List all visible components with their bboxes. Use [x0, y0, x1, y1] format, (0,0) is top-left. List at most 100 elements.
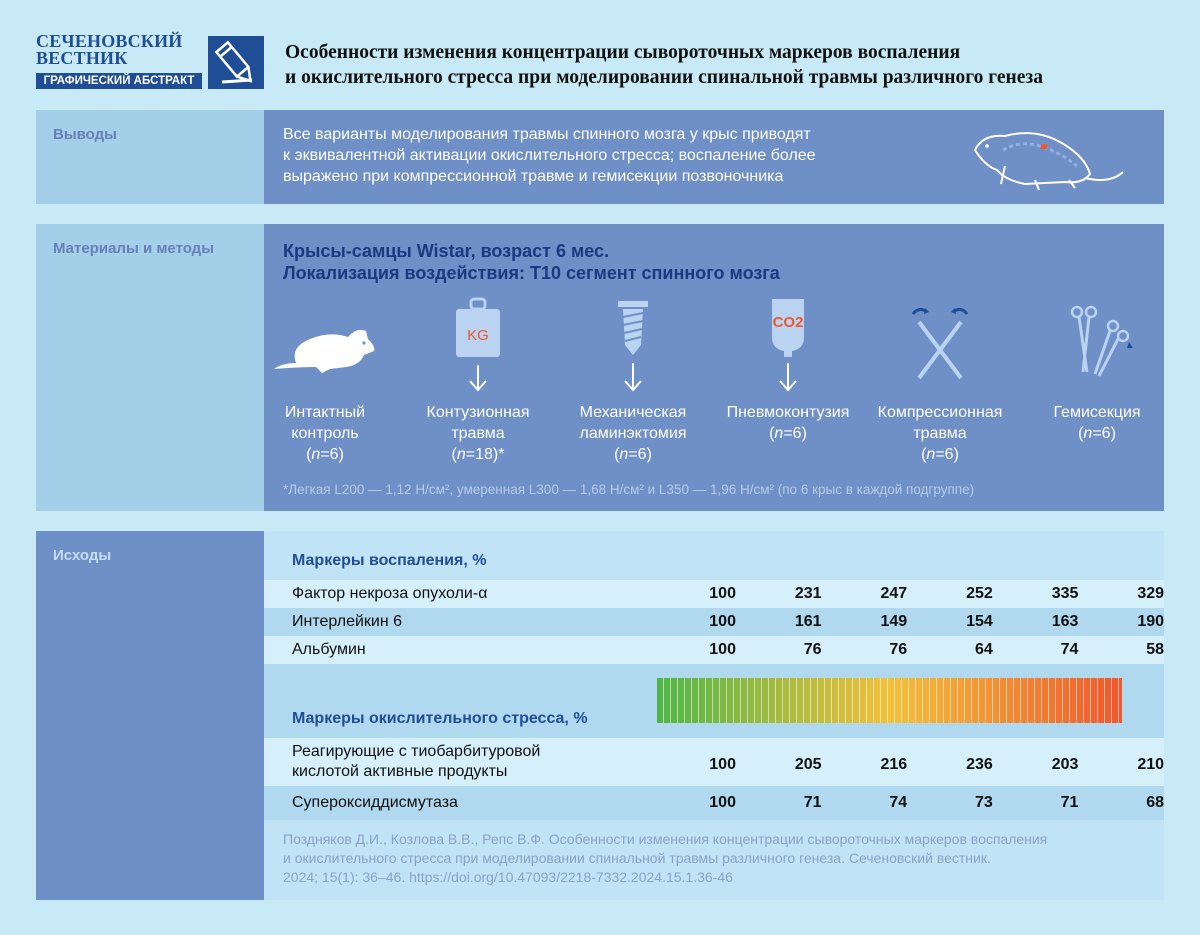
table-row: Интерлейкин 6 100 161 149 154 163 190 — [264, 608, 1164, 636]
marker-name: Супероксиддисмутаза — [292, 794, 458, 811]
group-n-symbol: n — [926, 446, 936, 463]
value-cell: 68 — [1146, 794, 1165, 811]
logo-line-1: СЕЧЕНОВСКИЙ — [36, 31, 183, 51]
group-label-line1: Интактный — [284, 404, 366, 421]
pencil-icon — [208, 36, 264, 89]
value-cell: 74 — [889, 794, 908, 811]
methods-title: Крысы-самцы Wistar, возраст 6 мес. Локал… — [283, 240, 780, 284]
logo-line-2: ВЕСТНИК — [36, 48, 128, 68]
methods-title-line-1: Крысы-самцы Wistar, возраст 6 мес. — [283, 241, 610, 261]
inflammation-markers-header: Маркеры воспаления, % — [292, 552, 487, 569]
section-label-methods: Материалы и методы — [36, 224, 264, 511]
group-count-value: =6) — [935, 446, 959, 463]
value-cell: 76 — [803, 641, 822, 658]
citation: Поздняков Д.И., Козлова В.В., Репс В.Ф. … — [283, 830, 1153, 887]
title-line-1: Особенности изменения концентрации сывор… — [285, 42, 961, 63]
group-count: (n=6) — [921, 446, 959, 463]
page-title: Особенности изменения концентрации сывор… — [285, 40, 1185, 90]
group-label-line1: Компрессионная — [877, 404, 1003, 421]
group-pneumocontusion: CO2 Пневмоконтузия (n=6) — [718, 292, 858, 444]
weight-icon-text: KG — [467, 327, 489, 344]
title-line-2: и окислительного стресса при моделирован… — [285, 67, 1044, 88]
group-count-value: =6) — [320, 446, 344, 463]
journal-logo-text: СЕЧЕНОВСКИЙ ВЕСТНИК — [36, 31, 183, 68]
value-cell: 161 — [794, 613, 822, 630]
marker-name: Реагирующие с тиобарбитуровой кислотой а… — [264, 742, 650, 782]
group-n-symbol: n — [774, 425, 784, 442]
value-cell: 163 — [1051, 613, 1079, 630]
value-cell: 73 — [975, 794, 993, 811]
value-cell: 100 — [709, 756, 736, 773]
value-cell: 149 — [880, 613, 908, 630]
value-cell: 236 — [966, 756, 993, 773]
value-cell: 247 — [880, 585, 908, 602]
value-cell: 71 — [1060, 794, 1079, 811]
value-cell: 335 — [1051, 585, 1079, 602]
table-row: Альбумин 100 76 76 64 74 58 — [264, 636, 1164, 664]
group-n-symbol: n — [456, 446, 466, 463]
weight-icon: KG — [408, 292, 548, 402]
group-count: (n=6) — [1078, 425, 1116, 442]
value-cell: 100 — [709, 794, 736, 811]
conclusions-line-1: Все варианты моделирования травмы спинно… — [283, 126, 811, 143]
conclusions-text: Все варианты моделирования травмы спинно… — [283, 124, 903, 187]
value-cell: 216 — [880, 756, 908, 773]
table-row: Супероксиддисмутаза 100 71 74 73 71 68 — [264, 786, 1164, 820]
citation-line-2: и окислительного стресса при моделирован… — [283, 850, 991, 866]
value-cell: 71 — [803, 794, 822, 811]
value-cell: 329 — [1137, 585, 1165, 602]
group-compression-trauma: Компрессионная травма (n=6) — [870, 292, 1010, 465]
group-label-line1: Контузионная — [426, 404, 530, 421]
table-row: Фактор некроза опухоли-α 100 231 247 252… — [264, 580, 1164, 608]
gradient-bar — [657, 678, 1122, 723]
marker-name: Интерлейкин 6 — [292, 613, 403, 630]
value-cell: 58 — [1146, 641, 1165, 658]
group-label-line2: травма — [913, 425, 967, 442]
group-hemisection: Гемисекция (n=6) — [1027, 292, 1167, 444]
logo-subtitle: ГРАФИЧЕСКИЙ АБСТРАКТ — [36, 73, 202, 89]
rat-spine-icon — [965, 122, 1130, 202]
conclusions-line-2: к эквивалентной активации окислительного… — [283, 147, 816, 164]
group-label-line1: Пневмоконтузия — [726, 404, 850, 421]
value-cell: 210 — [1137, 756, 1165, 773]
conclusions-line-3: выражено при компрессионной травме и гем… — [283, 168, 784, 185]
co2-balloon-icon: CO2 — [718, 292, 858, 402]
scissors-icon — [1027, 292, 1167, 402]
marker-name-line2: кислотой активные продукты — [292, 763, 508, 780]
value-cell: 100 — [709, 641, 736, 658]
citation-line-3: 2024; 15(1): 36–46. https://doi.org/10.4… — [283, 869, 733, 885]
table-row: Реагирующие с тиобарбитуровой кислотой а… — [264, 738, 1164, 786]
group-count-value: =18)* — [465, 446, 505, 463]
value-cell: 76 — [889, 641, 908, 658]
section-label-outcomes: Исходы — [36, 531, 264, 900]
group-n-symbol: n — [311, 446, 321, 463]
group-count: (n=6) — [769, 425, 807, 442]
group-label-line2: ламинэктомия — [579, 425, 687, 442]
methods-footnote: *Легкая L200 — 1,12 Н/см², умеренная L30… — [283, 482, 975, 497]
group-count: (n=18)* — [451, 446, 505, 463]
value-cell: 190 — [1137, 613, 1165, 630]
conclusions-panel — [264, 110, 1164, 204]
group-count: (n=6) — [614, 446, 652, 463]
clamp-icon — [870, 292, 1010, 402]
value-cell: 252 — [966, 585, 993, 602]
group-count-value: =6) — [783, 425, 807, 442]
group-contusion-trauma: KG Контузионная травма (n=18)* — [408, 292, 548, 465]
group-intact-control: Интактный контроль (n=6) — [255, 292, 395, 465]
group-label-line1: Механическая — [579, 404, 687, 421]
marker-name: Альбумин — [292, 641, 366, 658]
group-count-value: =6) — [1092, 425, 1116, 442]
marker-name-line1: Реагирующие с тиобарбитуровой — [292, 743, 541, 760]
value-cell: 100 — [709, 613, 736, 630]
value-cell: 74 — [1060, 641, 1079, 658]
group-mechanical-laminectomy: Механическая ламинэктомия (n=6) — [563, 292, 703, 465]
value-cell: 154 — [966, 613, 993, 630]
group-count: (n=6) — [306, 446, 344, 463]
screw-icon — [563, 292, 703, 402]
value-cell: 231 — [794, 585, 822, 602]
group-label-line2: контроль — [291, 425, 359, 442]
oxidative-markers-header: Маркеры окислительного стресса, % — [292, 710, 588, 727]
value-cell: 205 — [794, 756, 822, 773]
methods-title-line-2: Локализация воздействия: Т10 сегмент спи… — [283, 263, 780, 283]
group-n-symbol: n — [619, 446, 629, 463]
